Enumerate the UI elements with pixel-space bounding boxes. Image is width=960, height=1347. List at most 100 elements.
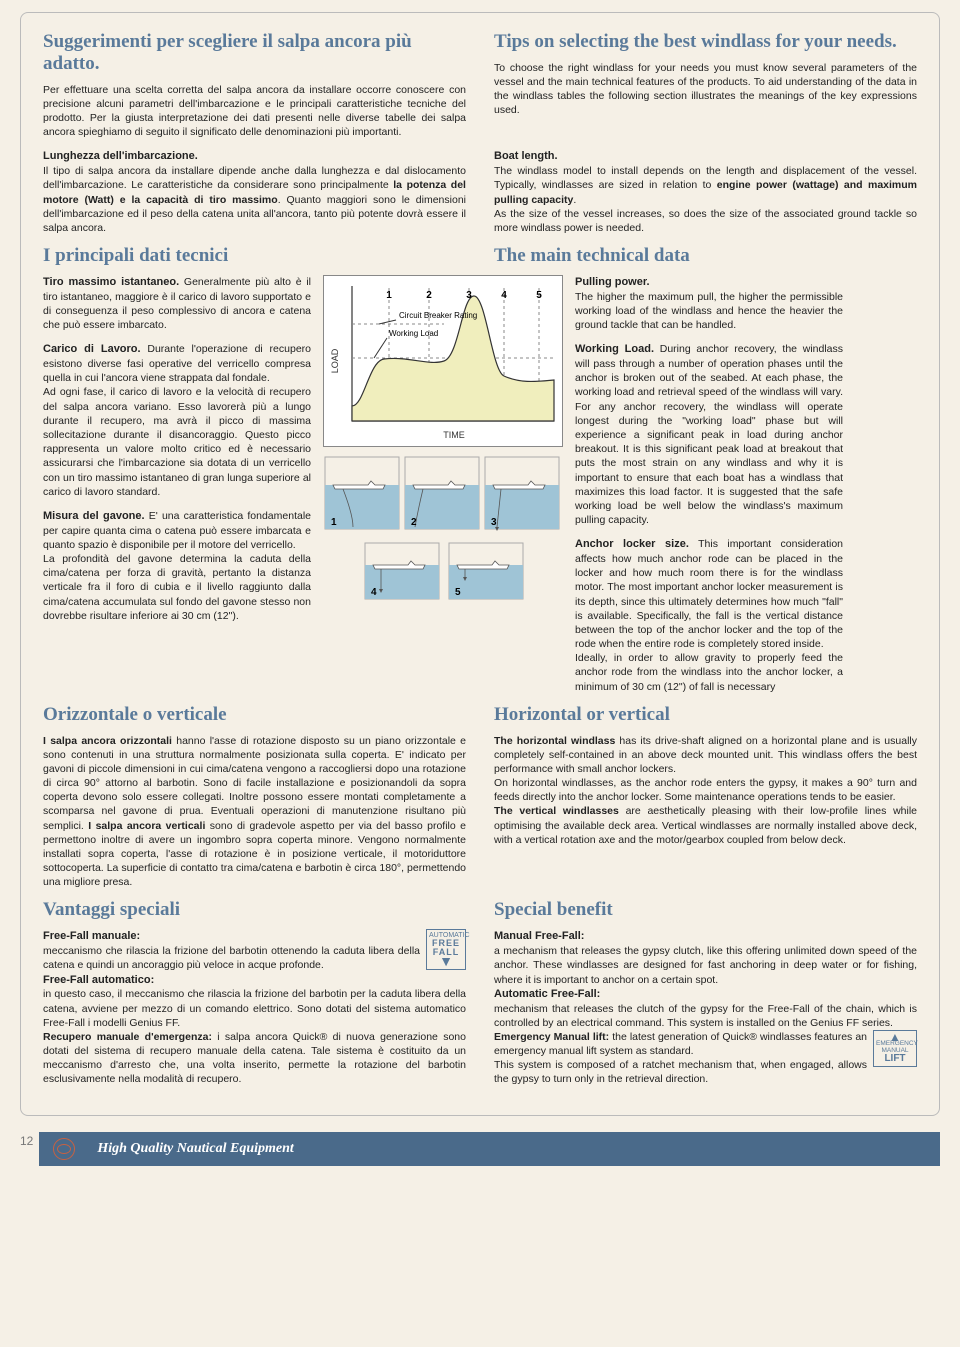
col-it: Tiro massimo istantaneo. Generalmente pi… xyxy=(43,275,323,623)
subhead: Boat length. xyxy=(494,150,558,162)
section-benefit: Vantaggi speciali AUTOMATICFREE FALL▼ Fr… xyxy=(43,899,917,1086)
chart-column: LOAD TIME 1 2 3 4 5 Circuit Breaker xyxy=(323,275,563,611)
text: On horizontal windlasses, as the anchor … xyxy=(494,777,917,803)
text: Ideally, in order to allow gravity to pr… xyxy=(575,652,843,692)
boat-diagrams-row2: 4 5 xyxy=(323,541,563,603)
text: . xyxy=(573,194,576,206)
para: Per effettuare una scelta corretta del s… xyxy=(43,83,466,140)
para: Carico di Lavoro. Durante l'operazione d… xyxy=(43,342,311,499)
bold: The horizontal windlass xyxy=(494,735,615,747)
svg-text:4: 4 xyxy=(371,587,377,598)
footer-text: High Quality Nautical Equipment xyxy=(97,1141,293,1157)
text: mechanism that releases the clutch of th… xyxy=(494,1003,917,1029)
section-technical-titles: I principali dati tecnici The main techn… xyxy=(43,245,917,275)
svg-text:2: 2 xyxy=(411,517,417,528)
axis-label-time: TIME xyxy=(443,430,465,440)
title-it-selecting: Suggerimenti per scegliere il salpa anco… xyxy=(43,31,466,75)
boat-4: 4 xyxy=(365,543,439,599)
text: Ad ogni fase, il carico di lavoro e la v… xyxy=(43,386,311,497)
logo-icon xyxy=(53,1138,75,1160)
text: The higher the maximum pull, the higher … xyxy=(575,291,843,331)
text: During anchor recovery, the windlass wil… xyxy=(575,343,843,526)
col-en: Pulling power. The higher the maximum pul… xyxy=(563,275,843,694)
subhead: Tiro massimo istantaneo. xyxy=(43,276,179,288)
para: Boat length.The windlass model to instal… xyxy=(494,149,917,235)
svg-text:5: 5 xyxy=(536,290,542,301)
col-it: Vantaggi speciali AUTOMATICFREE FALL▼ Fr… xyxy=(43,899,466,1086)
svg-text:3: 3 xyxy=(491,517,497,528)
para: Manual Free-Fall: a mechanism that relea… xyxy=(494,929,917,1086)
svg-text:1: 1 xyxy=(331,517,337,528)
page-number: 12 xyxy=(20,1134,33,1148)
boat-1: 1 xyxy=(325,457,399,529)
subhead: Manual Free-Fall: xyxy=(494,930,584,942)
axis-label-load: LOAD xyxy=(330,348,340,373)
col-it: Lunghezza dell'imbarcazione.Il tipo di s… xyxy=(43,149,466,235)
col-en: Tips on selecting the best windlass for … xyxy=(494,31,917,139)
para: Lunghezza dell'imbarcazione.Il tipo di s… xyxy=(43,149,466,235)
svg-text:3: 3 xyxy=(466,290,472,301)
title-it-benefit: Vantaggi speciali xyxy=(43,899,466,921)
para: To choose the right windlass for your ne… xyxy=(494,61,917,118)
bold: Recupero manuale d'emergenza: xyxy=(43,1031,212,1043)
text: in questo caso, il meccanismo che rilasc… xyxy=(43,988,466,1028)
section-orientation: Orizzontale o verticale I salpa ancora o… xyxy=(43,704,917,890)
free-fall-icon: AUTOMATICFREE FALL▼ xyxy=(426,929,466,970)
subhead: Anchor locker size. xyxy=(575,538,689,550)
subhead: Automatic Free-Fall: xyxy=(494,988,600,1000)
text: As the size of the vessel increases, so … xyxy=(494,208,917,234)
section-boat-length: Lunghezza dell'imbarcazione.Il tipo di s… xyxy=(43,149,917,235)
subhead: Working Load. xyxy=(575,343,654,355)
para: The horizontal windlass has its drive-sh… xyxy=(494,734,917,847)
col-it: Orizzontale o verticale I salpa ancora o… xyxy=(43,704,466,890)
boat-diagrams-row1: 1 2 3 xyxy=(323,455,563,533)
svg-text:Circuit Breaker Rating: Circuit Breaker Rating xyxy=(399,311,477,320)
subhead: Free-Fall automatico: xyxy=(43,974,154,986)
load-time-chart: LOAD TIME 1 2 3 4 5 Circuit Breaker xyxy=(323,275,563,447)
title-en-benefit: Special benefit xyxy=(494,899,917,921)
bold: I salpa ancora orizzontali xyxy=(43,735,172,747)
boat-2: 2 xyxy=(405,457,479,529)
title-en-tech: The main technical data xyxy=(494,245,917,267)
subhead: Misura del gavone. xyxy=(43,510,145,522)
para: Working Load. During anchor recovery, th… xyxy=(575,342,843,527)
para: Pulling power. The higher the maximum pul… xyxy=(575,275,843,332)
svg-text:4: 4 xyxy=(501,290,507,301)
subhead: Free-Fall manuale: xyxy=(43,930,140,942)
para: Misura del gavone. E' una caratteristica… xyxy=(43,509,311,623)
svg-text:1: 1 xyxy=(386,290,392,301)
page: Suggerimenti per scegliere il salpa anco… xyxy=(0,0,960,1166)
para: AUTOMATICFREE FALL▼ Free-Fall manuale: m… xyxy=(43,929,466,1086)
bold: The vertical windlasses xyxy=(494,805,619,817)
svg-text:Working Load: Working Load xyxy=(389,329,438,338)
text: This important consideration affects how… xyxy=(575,538,843,650)
text: meccanismo che rilascia la frizione del … xyxy=(43,945,420,971)
boat-5: 5 xyxy=(449,543,523,599)
svg-text:5: 5 xyxy=(455,587,461,598)
col-it: Suggerimenti per scegliere il salpa anco… xyxy=(43,31,466,139)
para: Anchor locker size. This important consi… xyxy=(575,537,843,694)
subhead: Lunghezza dell'imbarcazione. xyxy=(43,150,198,162)
title-it-tech: I principali dati tecnici xyxy=(43,245,466,267)
footer-line: 12 High Quality Nautical Equipment xyxy=(20,1116,940,1166)
boat-3: 3 xyxy=(485,457,559,531)
title-it-orient: Orizzontale o verticale xyxy=(43,704,466,726)
text: This system is composed of a ratchet mec… xyxy=(494,1059,867,1085)
col-en: Special benefit Manual Free-Fall: a mech… xyxy=(494,899,917,1086)
col-en: Horizontal or vertical The horizontal wi… xyxy=(494,704,917,890)
svg-text:2: 2 xyxy=(426,290,432,301)
bold: Emergency Manual lift: xyxy=(494,1031,609,1043)
subhead: Carico di Lavoro. xyxy=(43,343,141,355)
footer-bar: High Quality Nautical Equipment xyxy=(39,1132,940,1166)
lift-icon: ▲EMERGENCYMANUALLIFT xyxy=(873,1030,917,1067)
text: a mechanism that releases the gypsy clut… xyxy=(494,945,917,985)
text: La profondità del gavone determina la ca… xyxy=(43,553,311,622)
para: Tiro massimo istantaneo. Generalmente pi… xyxy=(43,275,311,332)
col-en: Boat length.The windlass model to instal… xyxy=(494,149,917,235)
bold: I salpa ancora verticali xyxy=(88,820,205,832)
section-technical-body: Tiro massimo istantaneo. Generalmente pi… xyxy=(43,275,917,694)
section-selecting: Suggerimenti per scegliere il salpa anco… xyxy=(43,31,917,139)
title-en-orient: Horizontal or vertical xyxy=(494,704,917,726)
title-en-selecting: Tips on selecting the best windlass for … xyxy=(494,31,917,53)
subhead: Pulling power. xyxy=(575,276,650,288)
